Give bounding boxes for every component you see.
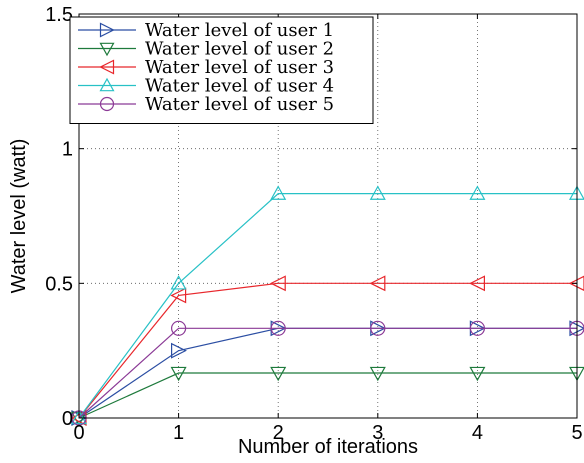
- x-tick-label: 5: [571, 422, 582, 444]
- plot-frame: [78, 13, 578, 419]
- series-line: [78, 193, 577, 419]
- data-point-circle: [99, 96, 115, 112]
- data-point-triangle-left: [170, 287, 187, 304]
- data-point-triangle-right: [99, 22, 115, 38]
- data-point-circle: [171, 320, 187, 336]
- x-tick-label: 4: [472, 422, 483, 444]
- data-point-triangle-down: [369, 366, 386, 382]
- data-point-triangle-down: [270, 366, 287, 382]
- legend-box: [69, 16, 374, 124]
- series-line: [78, 282, 577, 419]
- axis-ticks: 0 1 2 3 4 5 0 0.5 1 1.5: [45, 4, 582, 444]
- data-point-triangle-right: [171, 342, 187, 359]
- legend-label: Water level of user 1: [145, 20, 334, 41]
- data-point-triangle-up: [99, 77, 115, 92]
- data-point-circle: [469, 320, 485, 336]
- y-tick-label: 1.5: [45, 4, 73, 26]
- data-point-triangle-up: [369, 185, 386, 200]
- series-5: [71, 320, 584, 426]
- x-tick-label: 2: [273, 422, 284, 444]
- x-axis-label: Number of iterations: [238, 436, 418, 458]
- series-line: [78, 372, 577, 419]
- data-point-circle: [370, 320, 386, 336]
- data-point-circle: [270, 320, 286, 336]
- data-point-triangle-left: [369, 275, 386, 292]
- data-point-triangle-left: [469, 275, 485, 292]
- data-point-triangle-up: [70, 409, 88, 425]
- legend-item: Water level of user 2: [78, 39, 334, 60]
- y-tick-label: 0.5: [45, 273, 73, 295]
- legend-label: Water level of user 2: [145, 39, 334, 60]
- x-tick-label: 0: [73, 422, 84, 444]
- x-tick-label: 1: [173, 422, 184, 444]
- legend-item: Water level of user 3: [78, 57, 334, 78]
- data-point-triangle-up: [170, 275, 187, 290]
- data-point-triangle-up: [270, 185, 287, 200]
- legend-label: Water level of user 3: [145, 57, 334, 78]
- data-point-triangle-up: [469, 185, 486, 200]
- data-point-triangle-down: [469, 366, 486, 382]
- data-point-triangle-down: [99, 42, 115, 57]
- series-3: [70, 275, 584, 426]
- legend-label: Water level of user 4: [145, 76, 334, 97]
- y-tick-label: 0: [62, 408, 73, 430]
- data-point-triangle-down: [170, 366, 187, 382]
- y-axis-label: Water level (watt): [8, 139, 30, 294]
- legend-item: Water level of user 4: [78, 76, 334, 97]
- x-tick-label: 3: [372, 422, 383, 444]
- series-2: [70, 366, 584, 427]
- series-4: [70, 185, 584, 425]
- legend-item: Water level of user 5: [78, 94, 334, 115]
- data-point-triangle-left: [269, 275, 286, 292]
- series-line: [78, 327, 577, 419]
- y-tick-label: 1: [62, 139, 73, 161]
- legend-label: Water level of user 5: [145, 94, 334, 115]
- legend-item: Water level of user 1: [78, 20, 334, 41]
- series-layer: [70, 185, 584, 427]
- data-point-triangle-left: [99, 59, 115, 75]
